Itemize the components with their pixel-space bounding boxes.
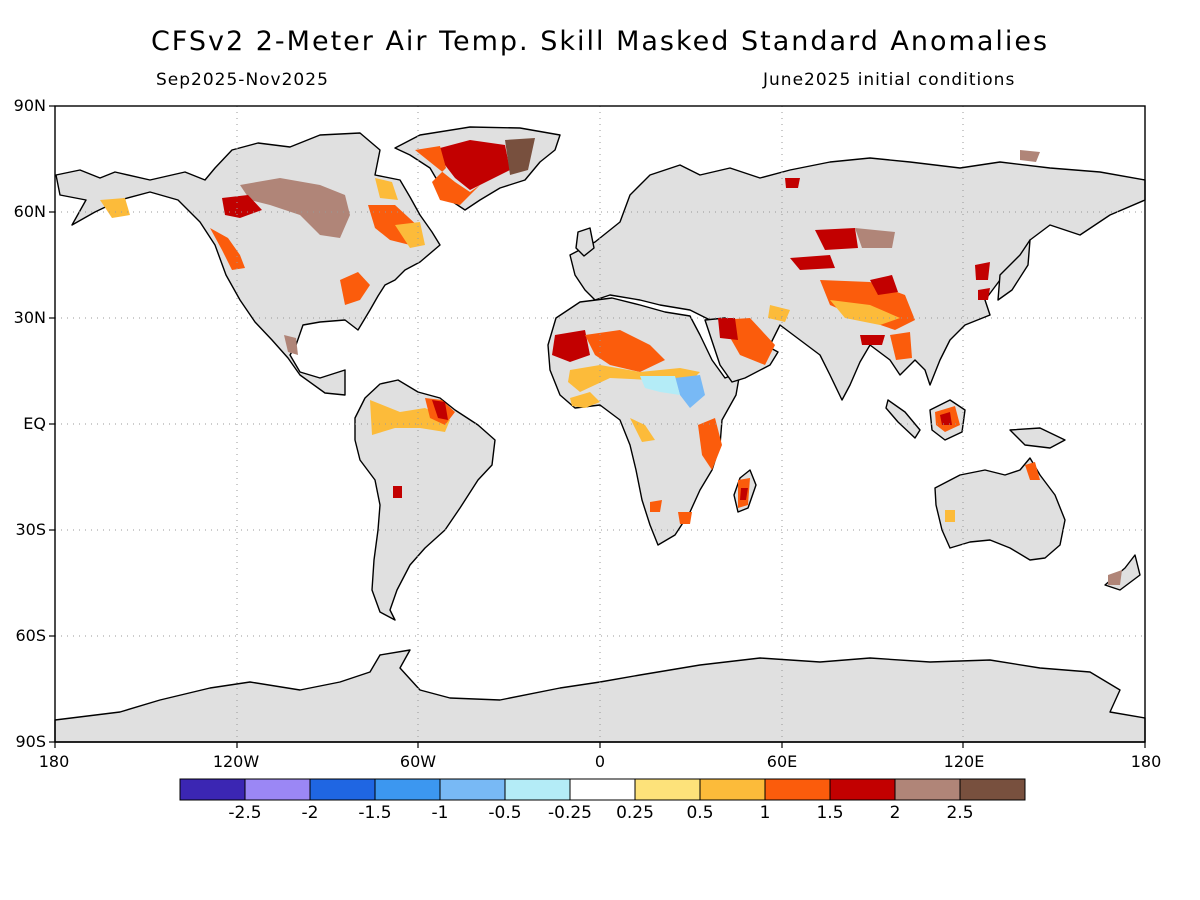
patch-alaska — [100, 198, 130, 218]
colorbar-swatch — [829, 778, 896, 801]
forecast-period: Sep2025-Nov2025 — [156, 70, 329, 90]
patch-korea — [978, 288, 990, 300]
colorbar-label: 1 — [760, 803, 771, 823]
lon-label-120e: 120E — [943, 752, 985, 771]
patch-tibet — [830, 300, 900, 325]
patch-canada-west — [222, 195, 262, 218]
sumatra — [885, 399, 921, 439]
colorbar-swatch — [244, 778, 311, 801]
colorbar-swatch — [699, 778, 766, 801]
colorbar-label: -0.25 — [548, 803, 592, 823]
patch-kazakhstan — [790, 255, 835, 270]
patch-sahara-central — [585, 330, 665, 372]
colorbar-label: 0.25 — [616, 803, 654, 823]
colorbar-swatch — [179, 778, 246, 801]
patch-new-zealand — [1108, 570, 1122, 585]
map-title: CFSv2 2-Meter Air Temp. Skill Masked Sta… — [150, 26, 1050, 57]
colorbar-label: -1 — [432, 803, 449, 823]
patch-guianas-strong — [432, 400, 448, 420]
south-america — [354, 379, 496, 621]
patch-new-guinea — [1025, 462, 1040, 480]
colorbar-label: -2 — [302, 803, 319, 823]
patch-se-asia — [890, 332, 912, 360]
colorbar-label: -1.5 — [358, 803, 391, 823]
patch-congo — [630, 418, 655, 442]
patch-borneo-strong — [940, 412, 952, 425]
colorbar-swatch — [439, 778, 506, 801]
patch-baffin — [375, 178, 398, 200]
patch-labrador — [395, 222, 425, 248]
colorbar-swatch — [634, 778, 701, 801]
axis-ticks — [49, 105, 1146, 748]
patch-pacific-northwest — [210, 228, 245, 270]
land-masses — [54, 126, 1146, 743]
graticule — [55, 106, 1145, 742]
patch-sahara-west — [552, 330, 590, 362]
colorbar-label: 1.5 — [816, 803, 843, 823]
patch-kamchatka — [1020, 150, 1040, 162]
japan — [997, 239, 1031, 301]
colorbar-swatch — [309, 778, 376, 801]
colorbar-swatch — [959, 778, 1026, 801]
lon-label-60e: 60E — [766, 752, 798, 771]
colorbar: -2.5 -2 -1.5 -1 -0.5 -0.25 0.25 0.5 1 1.5 2 2.5 — [179, 778, 1026, 823]
colorbar-label: 2.5 — [946, 803, 973, 823]
patch-canada-north — [240, 178, 350, 238]
initial-conditions-label: June2025 initial conditions — [763, 70, 1016, 90]
patch-madagascar-strong — [740, 488, 748, 500]
antarctica — [54, 649, 1146, 743]
colorbar-swatch — [374, 778, 441, 801]
patch-arctic-coast — [785, 178, 800, 188]
lat-label-60s: 60S — [15, 626, 46, 645]
patch-iran — [768, 305, 790, 322]
colorbar-swatch — [764, 778, 831, 801]
new-guinea — [1009, 427, 1066, 449]
colorbar-swatch — [569, 778, 636, 801]
anomaly-patches — [100, 138, 1122, 585]
lon-label-180e: 180 — [1130, 752, 1162, 771]
colorbar-swatch — [894, 778, 961, 801]
patch-southern-africa — [650, 500, 662, 512]
colorbar-label: -0.5 — [488, 803, 521, 823]
patch-mongolia — [870, 275, 898, 295]
colorbar-label: 0.5 — [686, 803, 713, 823]
australia — [934, 457, 1066, 561]
lat-label-30s: 30S — [15, 520, 46, 539]
lat-label-60n: 60N — [13, 202, 46, 221]
lat-label-eq: EQ — [23, 414, 46, 433]
lat-label-30n: 30N — [13, 308, 46, 327]
north-america — [55, 132, 441, 396]
patch-greenland-strong — [440, 140, 510, 190]
patch-amazon-north — [370, 400, 450, 435]
lon-label-180w: 180 — [38, 752, 70, 771]
lat-label-90s: 90S — [15, 732, 46, 751]
patch-sudan-light — [640, 376, 680, 395]
patch-mexico — [284, 335, 298, 355]
uk-ireland — [575, 227, 595, 257]
patch-india-ne — [860, 335, 885, 345]
patch-greenland-extreme — [505, 138, 535, 175]
africa — [547, 297, 741, 546]
patch-east-africa — [698, 418, 722, 470]
patch-siberia-central — [855, 228, 895, 248]
patch-greenland-warm — [415, 146, 480, 205]
colorbar-swatch — [504, 778, 571, 801]
patch-sudan-cool — [675, 375, 705, 408]
patch-siberia-west — [815, 228, 858, 250]
patch-sahel — [568, 365, 700, 392]
patch-arabia-strong — [718, 318, 738, 340]
lat-label-90n: 90N — [13, 96, 46, 115]
lon-label-120w: 120W — [212, 752, 260, 771]
colorbar-label: -2.5 — [228, 803, 261, 823]
colorbar-label: 2 — [890, 803, 901, 823]
patch-sa-south — [393, 486, 402, 498]
lon-label-60w: 60W — [399, 752, 437, 771]
lon-label-0: 0 — [594, 752, 606, 771]
patch-us-east — [340, 272, 370, 305]
patch-australia-west — [945, 510, 955, 522]
patch-south-africa — [678, 512, 692, 524]
patch-siberia-east — [975, 262, 990, 280]
patch-west-africa — [570, 392, 600, 408]
